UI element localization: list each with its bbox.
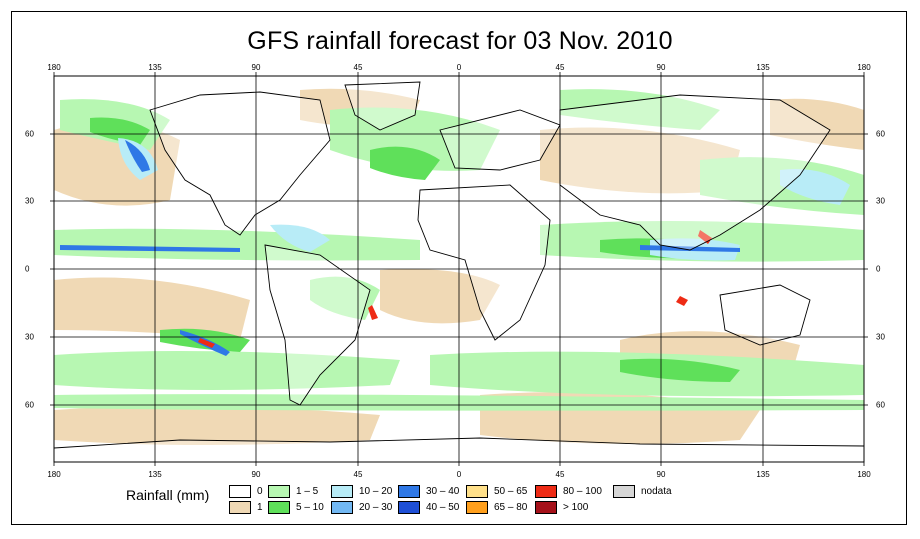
right-tick-label: 30 [876,196,885,206]
legend-label: 5 – 10 [296,502,324,513]
bottom-tick-label: 180 [47,470,61,479]
bottom-tick-label: 135 [756,470,770,479]
legend-swatch [466,501,488,514]
bottom-tick-label: 90 [251,470,261,479]
legend-swatch [466,485,488,498]
legend-item: 50 – 65 [466,484,527,499]
legend-label: nodata [641,486,672,497]
legend-item: > 100 [535,500,588,515]
legend-title: Rainfall (mm) [126,487,210,503]
legend-label: 1 – 5 [296,486,319,497]
legend-label: 40 – 50 [426,502,460,513]
legend-item: 1 [229,500,263,515]
bottom-tick-label: 135 [148,470,162,479]
legend-label: 1 [257,502,263,513]
legend-swatch [398,485,420,498]
legend-swatch [331,501,353,514]
legend-swatch [331,485,353,498]
legend-swatch [229,485,251,498]
left-tick-label: 0 [25,264,30,274]
right-tick-label: 60 [876,400,885,410]
legend-item: 0 [229,484,263,499]
legend-item: nodata [613,484,672,499]
bottom-tick-label: 90 [656,470,666,479]
legend-item: 40 – 50 [398,500,459,515]
bottom-tick-label: 0 [456,470,462,479]
legend-swatch [229,501,251,514]
axis-tick-marks [50,72,868,466]
top-tick-label: 180 [857,63,871,72]
legend-label: 65 – 80 [494,502,528,513]
legend-item: 80 – 100 [535,484,602,499]
top-tick-label: 0 [456,63,462,72]
legend-label: 20 – 30 [359,502,393,513]
legend-label: 50 – 65 [494,486,528,497]
legend-swatch [613,485,635,498]
left-tick-label: 60 [25,400,34,410]
legend-label: 30 – 40 [426,486,460,497]
top-tick-label: 90 [656,63,666,72]
legend-item: 65 – 80 [466,500,527,515]
right-tick-label: 30 [876,332,885,342]
rainfall-1-5mm-regions [54,89,864,411]
top-tick-label: 180 [47,63,61,72]
top-tick-label: 45 [555,63,565,72]
bottom-tick-label: 45 [555,470,565,479]
top-tick-label: 135 [756,63,770,72]
legend-label: 10 – 20 [359,486,393,497]
left-tick-label: 30 [25,196,34,206]
legend-label: 80 – 100 [563,486,602,497]
graticule [54,76,864,462]
bottom-tick-label: 180 [857,470,871,479]
legend-swatch [268,485,290,498]
legend-label: > 100 [563,502,589,513]
legend-item: 1 – 5 [268,484,318,499]
top-tick-label: 45 [353,63,363,72]
top-tick-label: 135 [148,63,162,72]
legend-swatch [398,501,420,514]
legend-swatch [535,485,557,498]
legend-item: 10 – 20 [331,484,392,499]
left-tick-label: 30 [25,332,34,342]
bottom-tick-label: 45 [353,470,363,479]
left-tick-label: 60 [25,129,34,139]
right-tick-label: 0 [876,264,881,274]
top-tick-label: 90 [251,63,261,72]
legend-item: 5 – 10 [268,500,324,515]
right-tick-label: 60 [876,129,885,139]
legend-item: 30 – 40 [398,484,459,499]
legend-label: 0 [257,486,263,497]
legend-swatch [268,501,290,514]
map-title: GFS rainfall forecast for 03 Nov. 2010 [247,27,673,55]
legend-swatch [535,501,557,514]
legend-item: 20 – 30 [331,500,392,515]
